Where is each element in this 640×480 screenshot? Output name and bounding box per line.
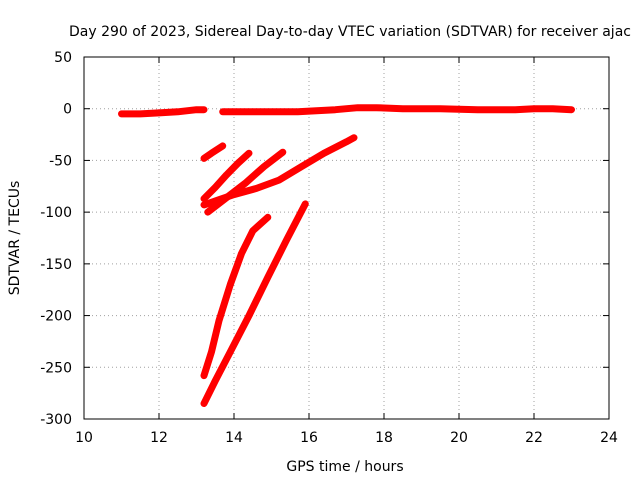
y-tick-label: 0: [63, 102, 72, 118]
x-tick-label: 12: [150, 430, 168, 446]
y-tick-label: -300: [40, 412, 72, 428]
x-tick-label: 22: [525, 430, 543, 446]
series-line-2: [219, 104, 575, 116]
series-line-1: [118, 106, 208, 118]
y-tick-labels: -300 -250 -200 -150 -100 -50 0 50: [40, 50, 72, 428]
chart-title: Day 290 of 2023, Sidereal Day-to-day VTE…: [69, 24, 631, 40]
y-axis-label: SDTVAR / TECUs: [7, 181, 23, 296]
series-line-8: [200, 200, 309, 407]
grid: [84, 57, 609, 419]
x-axis-label: GPS time / hours: [286, 459, 403, 475]
x-tick-label: 16: [300, 430, 318, 446]
series-line-6: [200, 134, 358, 209]
series-line-3: [200, 142, 227, 162]
series-layer: [118, 104, 575, 407]
series-line-4: [200, 149, 253, 203]
y-tick-label: -200: [40, 309, 72, 325]
x-tick-label: 20: [450, 430, 468, 446]
y-tick-label: -100: [40, 205, 72, 221]
y-tick-label: -50: [49, 153, 72, 169]
x-tick-label: 10: [75, 430, 93, 446]
series-line-7: [200, 213, 272, 380]
x-tick-labels: 10 12 14 16 18 20 22 24: [75, 430, 618, 446]
x-tick-label: 14: [225, 430, 243, 446]
y-tick-label: 50: [54, 50, 72, 66]
y-tick-label: -150: [40, 257, 72, 273]
y-tick-label: -250: [40, 360, 72, 376]
x-tick-label: 18: [375, 430, 393, 446]
x-tick-label: 24: [600, 430, 618, 446]
axis-ticks: [83, 56, 610, 420]
plot-frame: [83, 56, 610, 420]
